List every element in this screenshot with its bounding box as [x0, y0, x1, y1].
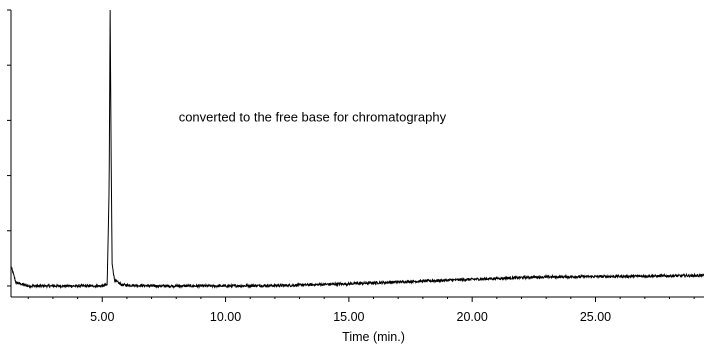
x-tick-label: 10.00 — [210, 310, 241, 324]
chart-annotation: converted to the free base for chromatog… — [179, 109, 447, 124]
x-tick-label: 5.00 — [90, 310, 114, 324]
axes: 5.00 10.00 15.00 20.00 25.00 — [7, 9, 704, 324]
y-axis-ticks — [7, 9, 11, 287]
x-tick-label: 15.00 — [333, 310, 364, 324]
x-tick-label: 20.00 — [457, 310, 488, 324]
x-axis-title: Time (min.) — [342, 330, 405, 344]
x-tick-label: 25.00 — [580, 310, 611, 324]
plot-area — [10, 9, 704, 290]
chromatogram-trace — [10, 9, 704, 290]
x-axis-ticks: 5.00 10.00 15.00 20.00 25.00 — [27, 297, 695, 324]
